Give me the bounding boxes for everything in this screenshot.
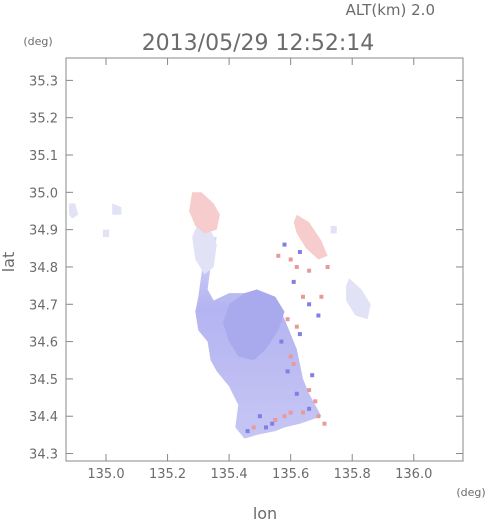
echo-region-positive — [293, 214, 328, 260]
echo-region-positive — [189, 192, 220, 234]
y-tick-label: 34.7 — [29, 298, 58, 313]
x-tick-label: 135.0 — [87, 467, 124, 482]
chart-timestamp: 2013/05/29 12:52:14 — [142, 31, 375, 56]
x-tick-label: 135.4 — [210, 467, 247, 482]
echo-speckle-positive — [273, 418, 278, 422]
echo-speckle-negative — [285, 369, 290, 374]
echo-speckle-negative — [257, 414, 262, 419]
x-axis-label: lon — [253, 504, 277, 521]
y-tick-label: 34.4 — [29, 410, 58, 425]
echo-speckle-negative — [245, 429, 250, 434]
echo-speckle-negative — [282, 242, 287, 247]
echo-region-neutral — [102, 229, 110, 238]
echo-region-neutral — [330, 225, 337, 234]
echo-data-layer — [69, 192, 371, 439]
echo-speckle-positive — [316, 414, 321, 419]
y-tick-label: 34.5 — [29, 373, 58, 388]
y-axis-unit: (deg) — [23, 35, 52, 48]
echo-speckle-negative — [264, 425, 268, 430]
y-tick-label: 35.3 — [29, 74, 58, 89]
echo-speckle-negative — [270, 421, 275, 426]
echo-speckle-negative — [291, 279, 296, 284]
y-tick-label: 34.6 — [29, 336, 58, 351]
y-tick-label: 34.9 — [29, 224, 58, 239]
axis-ticks: 135.0 135.2 135.4 135.6 135.8 136.0 35.3 35.2 35… — [29, 58, 463, 482]
echo-speckle-positive — [276, 253, 281, 258]
echo-speckle-positive — [307, 388, 312, 393]
echo-region-negative — [223, 289, 285, 361]
echo-speckle-negative — [297, 332, 302, 337]
echo-speckle-positive — [307, 268, 312, 273]
x-tick-label: 136.0 — [395, 467, 432, 482]
echo-speckle-negative — [307, 302, 312, 307]
echo-region-neutral — [192, 222, 217, 275]
x-tick-label: 135.8 — [334, 467, 371, 482]
x-tick-label: 135.6 — [272, 467, 309, 482]
echo-speckle-positive — [288, 257, 293, 262]
y-tick-label: 34.3 — [29, 448, 58, 463]
echo-speckle-positive — [301, 410, 305, 415]
echo-speckle-negative — [316, 313, 321, 318]
x-axis-unit: (deg) — [456, 486, 485, 499]
echo-speckle-negative — [297, 250, 302, 254]
echo-speckle-positive — [301, 294, 305, 299]
echo-speckle-positive — [313, 399, 318, 404]
echo-speckle-positive — [325, 265, 330, 269]
echo-region-neutral — [112, 203, 122, 215]
echo-region-neutral — [69, 203, 79, 219]
echo-speckle-positive — [291, 362, 296, 366]
y-tick-label: 35.0 — [29, 186, 58, 201]
y-tick-label: 35.2 — [29, 112, 58, 127]
echo-speckle-negative — [310, 373, 315, 378]
y-tick-label: 34.8 — [29, 261, 58, 276]
echo-speckle-positive — [319, 294, 324, 299]
echo-speckle-positive — [294, 324, 299, 329]
echo-speckle-positive — [288, 410, 293, 415]
echo-speckle-negative — [279, 339, 284, 344]
echo-speckle-positive — [288, 354, 293, 359]
plot-frame — [65, 57, 464, 462]
echo-speckle-negative — [307, 406, 312, 411]
echo-region-neutral — [346, 278, 371, 320]
x-tick-label: 135.2 — [149, 467, 186, 482]
altitude-label: ALT(km) 2.0 — [346, 1, 435, 19]
echo-speckle-positive — [282, 414, 287, 419]
echo-speckle-positive — [322, 421, 327, 426]
echo-speckle-positive — [251, 425, 256, 430]
echo-speckle-positive — [285, 317, 290, 322]
echo-speckle-negative — [294, 391, 299, 396]
y-axis-label: lat — [0, 252, 18, 273]
y-tick-label: 35.1 — [29, 149, 58, 164]
echo-speckle-positive — [294, 265, 299, 269]
